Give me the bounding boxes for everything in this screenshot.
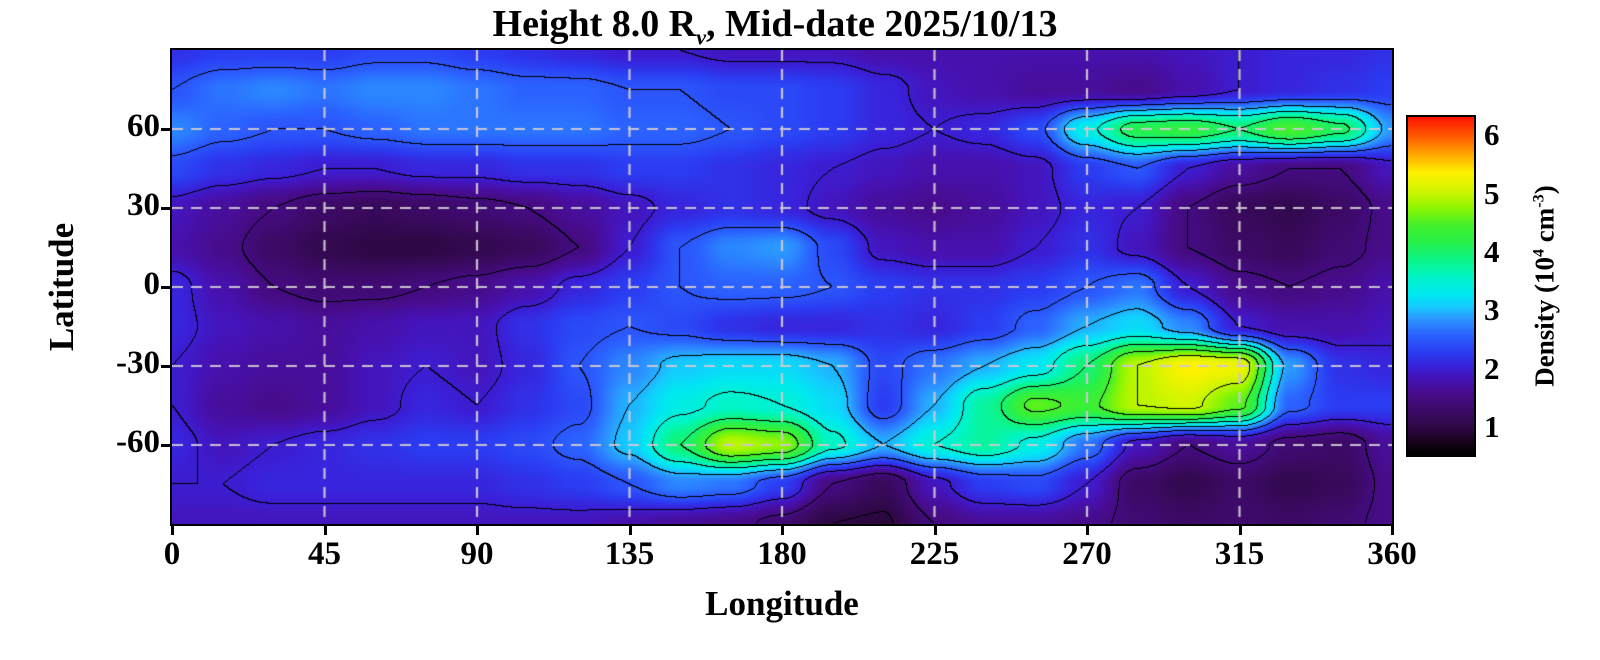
title-suffix: , Mid-date 2025/10/13: [706, 3, 1058, 45]
x-tick-label: 180: [757, 536, 807, 572]
colorbar-canvas: [1406, 115, 1476, 457]
x-tick-label: 45: [308, 536, 341, 572]
x-axis-tick-mark: [781, 526, 784, 535]
colorbar-label-exp2: -3: [1529, 194, 1548, 208]
y-tick-label: 60: [127, 108, 160, 144]
title-subscript: v: [696, 24, 707, 50]
colorbar-tick-label: 1: [1484, 408, 1500, 444]
x-axis-label: Longitude: [705, 584, 859, 623]
y-axis-tick-mark: [161, 128, 170, 131]
y-axis-tick-mark: [161, 207, 170, 210]
y-tick-label: 0: [143, 266, 161, 302]
x-axis-tick-mark: [628, 526, 632, 535]
colorbar-label-mid: cm: [1529, 207, 1560, 249]
x-tick-label: 315: [1214, 536, 1265, 572]
y-axis-label: Latitude: [42, 222, 81, 352]
x-tick-label: 135: [604, 536, 655, 572]
x-tick-label: 0: [163, 536, 181, 572]
colorbar-tick-label: 5: [1484, 175, 1500, 211]
colorbar-label-suffix: ): [1529, 185, 1560, 195]
colorbar-tick-label: 4: [1484, 233, 1500, 269]
colorbar-label-prefix: Density (10: [1529, 257, 1560, 387]
colorbar-tick-label: 2: [1484, 350, 1500, 386]
x-axis-tick-mark: [1238, 526, 1242, 535]
y-tick-label: -60: [116, 424, 160, 460]
x-tick-label: 90: [460, 536, 494, 572]
x-axis-tick-mark: [1391, 526, 1394, 535]
x-axis-tick-mark: [1086, 526, 1089, 535]
title-prefix: Height 8.0 R: [492, 3, 697, 45]
x-axis-tick-mark: [933, 526, 937, 535]
y-tick-label: 30: [127, 187, 160, 223]
y-tick-label: -30: [116, 345, 160, 381]
colorbar-tick-label: 3: [1484, 292, 1500, 328]
x-axis-tick-mark: [323, 526, 327, 535]
density-heatmap-canvas: [170, 48, 1394, 526]
x-tick-label: 225: [909, 536, 960, 572]
colorbar-tick-label: 6: [1484, 117, 1500, 153]
y-axis-tick-mark: [161, 365, 170, 368]
colorbar-label-exp1: 4: [1529, 248, 1548, 258]
x-tick-label: 270: [1062, 536, 1112, 572]
colorbar-label: Density (104 cm-3): [1530, 185, 1561, 387]
x-axis-tick-mark: [171, 526, 174, 535]
y-axis-tick-mark: [161, 286, 170, 289]
x-axis-tick-mark: [476, 526, 479, 535]
y-axis-tick-mark: [161, 444, 170, 447]
x-tick-label: 360: [1367, 536, 1417, 572]
chart-title: Height 8.0 Rv, Mid-date 2025/10/13: [493, 2, 1058, 51]
